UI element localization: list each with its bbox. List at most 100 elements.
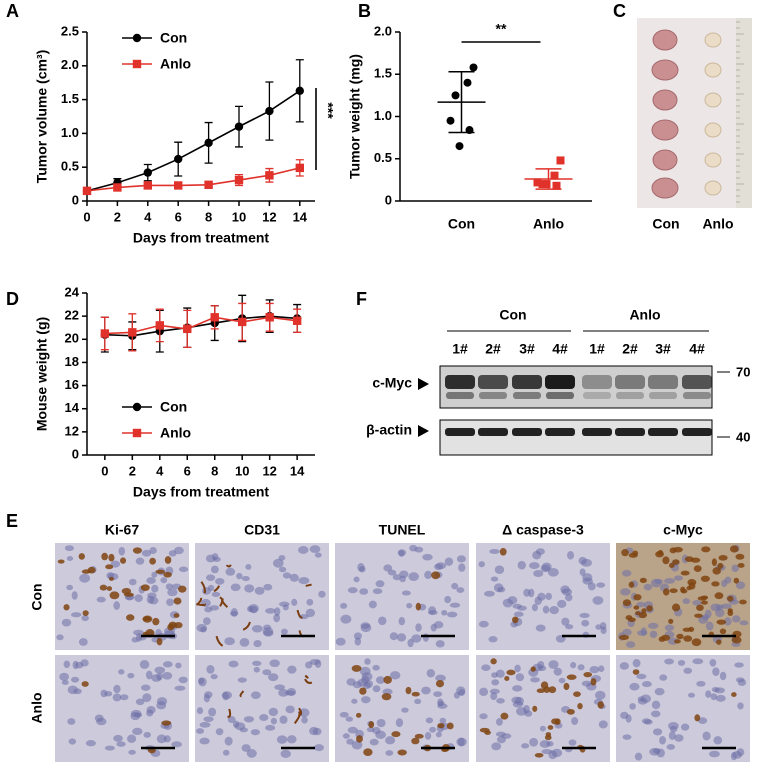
nucleus bbox=[647, 622, 659, 629]
nucleus bbox=[230, 583, 241, 592]
nucleus bbox=[582, 573, 593, 582]
nucleus bbox=[592, 596, 604, 605]
stain bbox=[391, 731, 401, 738]
nucleus bbox=[513, 611, 524, 617]
stain bbox=[213, 585, 220, 593]
nucleus bbox=[441, 609, 448, 616]
nucleus bbox=[565, 593, 573, 602]
x-tick-label: 2 bbox=[129, 463, 136, 478]
nucleus bbox=[206, 664, 215, 674]
band bbox=[446, 392, 474, 399]
nucleus bbox=[539, 740, 551, 748]
stain bbox=[693, 565, 702, 573]
nucleus bbox=[674, 734, 684, 742]
nucleus bbox=[306, 598, 314, 606]
marker bbox=[295, 163, 304, 173]
photo-label: Con bbox=[652, 216, 679, 232]
nucleus bbox=[79, 573, 91, 583]
nucleus bbox=[548, 660, 559, 669]
nucleus bbox=[286, 688, 297, 697]
stain bbox=[106, 586, 113, 592]
nucleus bbox=[651, 700, 661, 710]
stain bbox=[719, 628, 727, 635]
x-tick-label: 8 bbox=[205, 209, 212, 224]
nucleus bbox=[453, 691, 460, 699]
y-tick-label: 2.0 bbox=[61, 57, 79, 72]
stain bbox=[126, 614, 135, 621]
nucleus bbox=[259, 714, 269, 722]
nucleus bbox=[156, 701, 167, 710]
stain bbox=[672, 559, 680, 565]
legend-label: Con bbox=[160, 399, 187, 415]
nucleus bbox=[346, 738, 354, 745]
nucleus bbox=[396, 633, 407, 642]
nucleus bbox=[422, 553, 433, 561]
marker bbox=[143, 181, 152, 190]
stain bbox=[638, 611, 648, 619]
stain bbox=[484, 730, 491, 735]
marker bbox=[113, 183, 122, 192]
marker bbox=[292, 316, 302, 325]
nucleus bbox=[389, 632, 399, 641]
nucleus bbox=[737, 679, 747, 687]
nucleus bbox=[698, 717, 708, 724]
nucleus bbox=[252, 660, 262, 666]
x-tick-label: 10 bbox=[235, 463, 249, 478]
stain bbox=[381, 693, 392, 701]
stain bbox=[63, 604, 70, 611]
stain bbox=[621, 548, 629, 557]
nucleus bbox=[230, 607, 238, 617]
nucleus bbox=[534, 596, 542, 606]
stain bbox=[155, 569, 165, 574]
nucleus bbox=[581, 680, 592, 687]
nucleus bbox=[705, 690, 712, 698]
stain bbox=[551, 718, 559, 725]
nucleus bbox=[118, 546, 126, 556]
tumor bbox=[704, 92, 722, 108]
stain bbox=[639, 577, 647, 584]
nucleus bbox=[162, 661, 173, 668]
lane-label: 4# bbox=[689, 341, 705, 357]
nucleus bbox=[151, 674, 162, 682]
nucleus bbox=[719, 671, 727, 681]
nucleus bbox=[599, 622, 607, 630]
nucleus bbox=[705, 621, 714, 631]
y-axis-label: Tumor weight (mg) bbox=[347, 54, 363, 179]
nucleus bbox=[656, 748, 665, 758]
nucleus bbox=[375, 580, 385, 588]
stain bbox=[633, 605, 640, 610]
stain bbox=[618, 634, 629, 641]
nucleus bbox=[625, 714, 632, 723]
nucleus bbox=[366, 726, 375, 733]
nucleus bbox=[243, 716, 255, 723]
nucleus bbox=[411, 634, 422, 643]
x-axis-label: Days from treatment bbox=[133, 484, 269, 500]
stain bbox=[687, 579, 697, 586]
x-tick-label: 4 bbox=[156, 463, 164, 478]
nucleus bbox=[174, 685, 186, 691]
arrow bbox=[418, 378, 429, 390]
nucleus bbox=[429, 726, 437, 733]
nucleus bbox=[512, 685, 523, 692]
nucleus bbox=[342, 733, 350, 739]
nucleus bbox=[558, 677, 566, 684]
nucleus bbox=[70, 612, 82, 618]
stain bbox=[696, 604, 704, 611]
nucleus bbox=[634, 752, 643, 761]
stain bbox=[368, 721, 375, 729]
stain bbox=[383, 675, 392, 684]
stain bbox=[105, 564, 114, 570]
nucleus bbox=[104, 745, 115, 751]
nucleus bbox=[305, 661, 313, 669]
nucleus bbox=[354, 637, 362, 646]
nucleus bbox=[113, 684, 121, 694]
nucleus bbox=[56, 634, 64, 641]
nucleus bbox=[151, 584, 159, 593]
stain bbox=[149, 557, 156, 565]
x-tick-label: Anlo bbox=[533, 216, 564, 232]
nucleus bbox=[515, 673, 525, 682]
nucleus bbox=[147, 592, 157, 599]
blot-row-label: c-Myc bbox=[372, 375, 412, 391]
marker bbox=[238, 317, 247, 327]
nucleus bbox=[542, 605, 550, 614]
